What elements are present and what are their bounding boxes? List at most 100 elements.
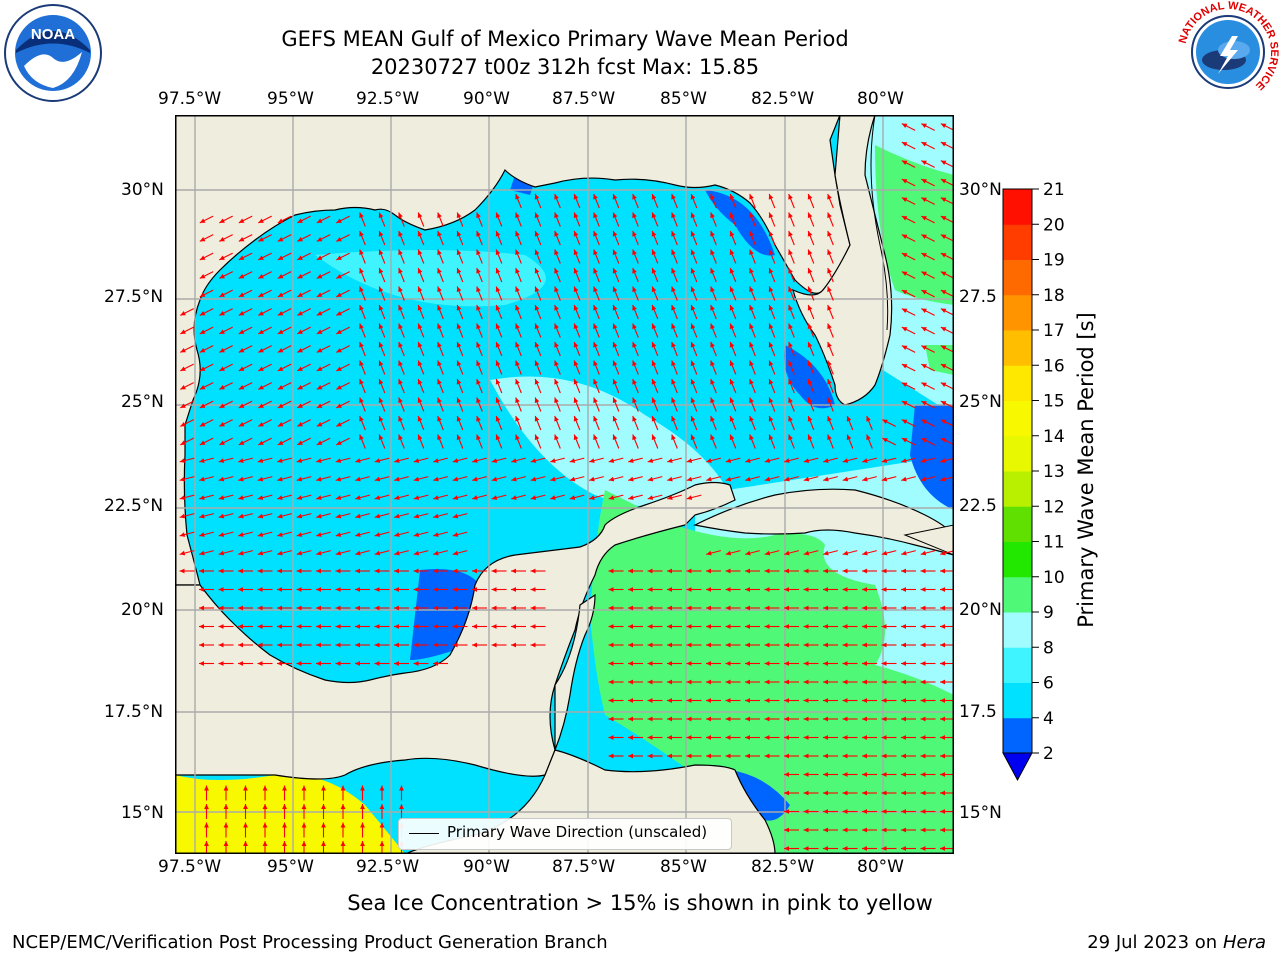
wave-arrow-head (823, 458, 829, 463)
wave-arrow-head (238, 292, 245, 297)
wave-arrow-head (803, 605, 809, 611)
wave-arrow-head (433, 476, 439, 482)
wave-arrow-head (515, 342, 520, 348)
wave-arrow-head (413, 568, 419, 574)
wave-arrow-head (257, 642, 263, 648)
wave-arrow-head (803, 458, 810, 463)
wave-arrow-head (394, 513, 400, 519)
wave-arrow-head (745, 605, 750, 611)
wave-arrow-head (807, 434, 813, 441)
wave-arrow-head (495, 379, 501, 385)
wave-arrow-head (807, 342, 813, 348)
wave-arrow-head (433, 642, 438, 648)
wave-arrow-head (788, 342, 793, 348)
wave-arrow-head (554, 249, 559, 256)
wave-arrow-head (807, 360, 813, 367)
wave-arrow-head (316, 218, 323, 223)
wave-arrow-head (823, 476, 829, 482)
wave-arrow-head (417, 305, 423, 311)
wave-arrow-head (671, 434, 676, 441)
wave-arrow-head (452, 587, 458, 592)
wave-arrow-head (710, 342, 715, 348)
lat-tick-left: 15°N (121, 803, 164, 823)
wave-arrow-head (823, 642, 828, 648)
wave-arrow-head (725, 735, 731, 740)
wave-arrow-head (223, 841, 229, 846)
wave-arrow-head (511, 458, 517, 463)
wave-arrow-head (569, 458, 576, 463)
wave-arrow-head (940, 401, 947, 406)
wave-arrow-head (296, 624, 302, 629)
wave-arrow-head (374, 605, 380, 611)
wave-arrow-head (378, 212, 384, 219)
wave-arrow-head (671, 212, 676, 219)
wave-arrow-head (258, 329, 264, 334)
wave-arrow-head (378, 342, 384, 348)
wave-arrow-head (612, 397, 618, 404)
wave-arrow-head (515, 231, 520, 237)
wave-arrow-head (316, 587, 321, 592)
wave-arrow-head (862, 661, 867, 666)
wave-arrow-head (379, 841, 385, 846)
wave-arrow-head (554, 286, 559, 293)
wave-arrow-head (359, 249, 364, 256)
wave-arrow-head (534, 434, 540, 441)
map-frame (175, 115, 954, 854)
wave-arrow-head (199, 568, 204, 574)
wave-arrow-head (316, 458, 322, 463)
wave-arrow-head (881, 605, 887, 611)
wave-arrow-head (745, 587, 750, 592)
wave-arrow-head (589, 495, 595, 500)
wave-arrow-head (452, 532, 459, 537)
colorbar-cell (1003, 400, 1032, 437)
wave-arrow-head (199, 605, 204, 611)
wave-arrow-head (316, 440, 323, 445)
wave-arrow-head (437, 268, 442, 274)
wave-arrow-head (706, 458, 712, 463)
wave-arrow-head (238, 661, 243, 666)
wave-arrow-head (282, 785, 287, 791)
wave-arrow-head (262, 822, 268, 828)
wave-arrow-head (764, 735, 770, 740)
colorbar-tick-label: 20 (1043, 215, 1065, 235)
wave-arrow-head (243, 804, 248, 809)
wave-arrow-head (277, 661, 282, 666)
wave-arrow-head (862, 587, 867, 592)
wave-arrow-head (749, 360, 754, 367)
wave-arrow-head (632, 268, 637, 274)
wave-arrow-head (647, 587, 653, 592)
wave-arrow-head (456, 249, 462, 256)
wave-arrow-head (374, 661, 380, 666)
lat-tick-right: 20°N (959, 600, 1002, 620)
wave-arrow-head (690, 268, 696, 274)
wave-arrow-head (297, 237, 303, 242)
wave-arrow-head (199, 237, 206, 242)
wave-arrow-head (690, 286, 696, 293)
wave-arrow-head (515, 434, 520, 441)
wave-arrow-head (219, 422, 225, 427)
wave-arrow-head (218, 624, 224, 629)
wave-arrow-head (749, 434, 754, 441)
wave-arrow-head (901, 142, 908, 147)
wave-arrow-head (901, 568, 906, 574)
wave-arrow-head (901, 846, 906, 851)
wave-arrow-head (921, 179, 927, 184)
wave-arrow-head (336, 385, 342, 390)
period-band-9-10 (875, 145, 954, 305)
wave-arrow-head (940, 605, 945, 611)
wave-arrow-head (788, 323, 793, 330)
wave-arrow-head (238, 550, 244, 556)
wave-arrow-head (218, 550, 225, 556)
colorbar-tick-label: 16 (1043, 356, 1065, 376)
wave-arrow-head (277, 255, 284, 260)
wave-arrow-head (219, 440, 225, 445)
wave-arrow-head (589, 476, 595, 482)
wave-arrow-head (803, 587, 809, 592)
wave-arrow-head (452, 624, 458, 629)
colorbar-tick-label: 12 (1043, 497, 1065, 517)
wave-arrow-head (807, 416, 813, 422)
wave-arrow-head (749, 249, 754, 256)
wave-arrow-head (862, 735, 867, 740)
wave-arrow-head (920, 642, 926, 648)
wave-arrow-head (491, 495, 498, 500)
